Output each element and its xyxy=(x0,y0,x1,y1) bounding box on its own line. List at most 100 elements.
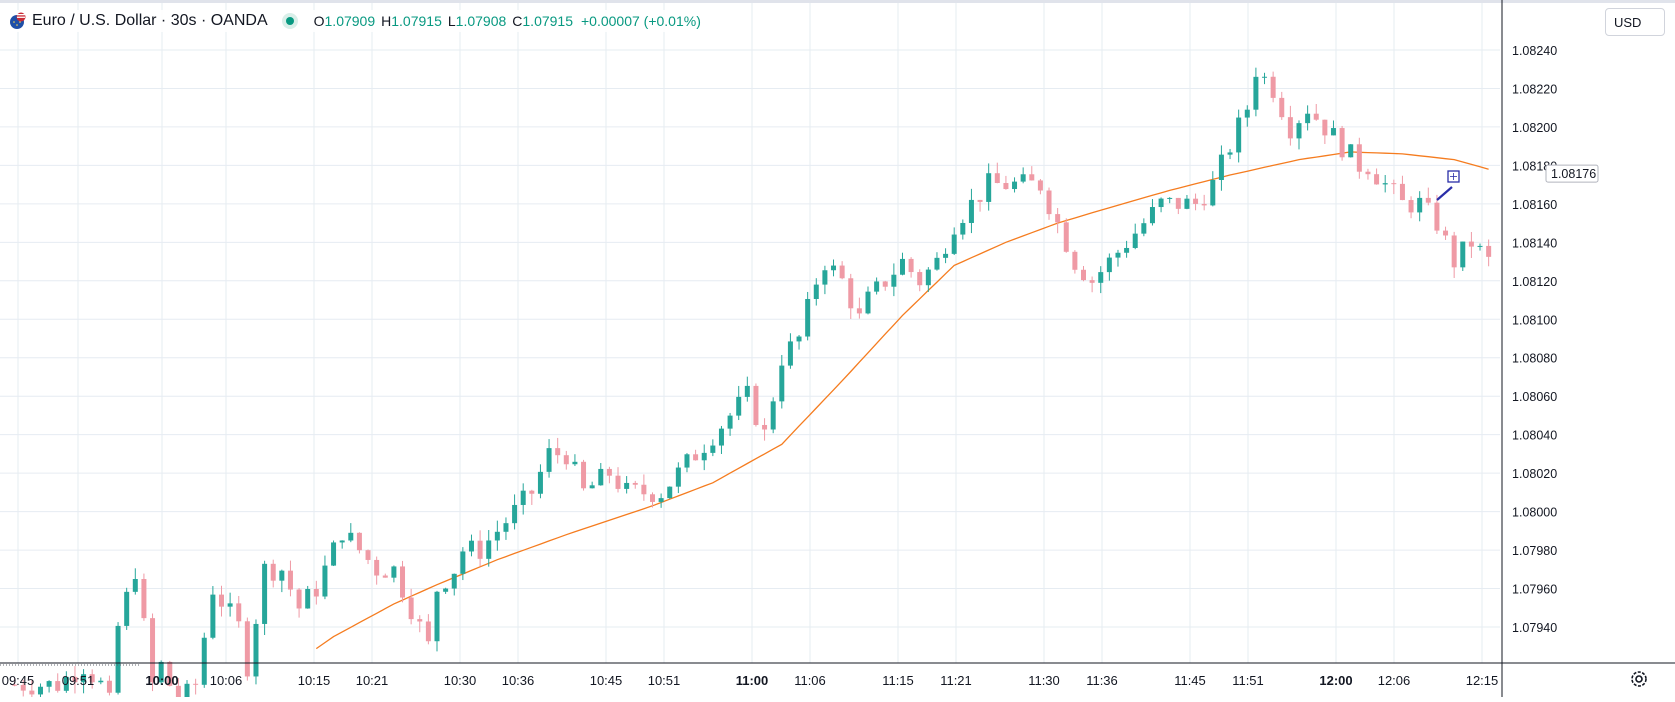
x-tick-label: 11:36 xyxy=(1086,673,1118,688)
top-border xyxy=(0,0,1675,3)
candles xyxy=(12,67,1492,702)
candle-down xyxy=(1451,235,1457,268)
candle-up xyxy=(658,498,664,502)
candle-up xyxy=(1227,152,1233,155)
candle-down xyxy=(650,494,655,502)
arrow-drawing-icon[interactable] xyxy=(1436,170,1460,201)
last-price-label: 1.08176 xyxy=(1545,164,1599,183)
grid xyxy=(0,0,1675,663)
candle-up xyxy=(210,594,216,638)
y-tick-label: 1.08080 xyxy=(1512,352,1557,366)
candle-down xyxy=(89,674,95,683)
candle-up xyxy=(968,199,974,223)
candle-up xyxy=(744,385,750,397)
candle-up xyxy=(899,258,905,275)
candle-down xyxy=(762,424,768,430)
candle-down xyxy=(1089,280,1095,283)
candle-up xyxy=(1149,207,1155,224)
x-tick-label: 11:00 xyxy=(736,673,769,688)
candle-down xyxy=(917,272,923,286)
candle-down xyxy=(1391,183,1397,185)
candle-up xyxy=(891,274,897,287)
candle-up xyxy=(537,471,543,494)
candle-up xyxy=(1141,223,1147,234)
candle-down xyxy=(1003,183,1009,190)
candle-up xyxy=(1244,109,1250,118)
candle-up xyxy=(805,298,811,337)
candle-down xyxy=(425,621,431,642)
candle-up xyxy=(1020,174,1026,182)
candle-down xyxy=(356,532,362,551)
candle-up xyxy=(572,461,578,465)
currency-button[interactable]: USD xyxy=(1605,8,1665,36)
candle-up xyxy=(925,269,931,286)
candle-down xyxy=(141,579,147,619)
candle-up xyxy=(1132,233,1138,248)
candle-up xyxy=(1115,252,1121,258)
candle-down xyxy=(270,563,276,581)
candle-up xyxy=(124,591,130,626)
candle-up xyxy=(1236,117,1242,153)
candle-up xyxy=(1184,198,1190,209)
candle-down xyxy=(848,278,854,309)
candle-down xyxy=(72,676,78,683)
candle-down xyxy=(1399,183,1405,201)
candle-up xyxy=(486,540,492,559)
y-tick-label: 1.07960 xyxy=(1512,583,1557,597)
candle-down xyxy=(29,690,35,695)
candle-down xyxy=(1046,190,1052,215)
candle-down xyxy=(382,575,388,578)
candle-up xyxy=(227,603,233,607)
candle-down xyxy=(908,258,914,273)
settings-icon[interactable] xyxy=(1628,668,1650,690)
candle-up xyxy=(443,588,449,592)
y-tick-label: 1.08140 xyxy=(1512,236,1557,250)
candle-down xyxy=(1322,119,1328,136)
candle-down xyxy=(994,173,1000,184)
candle-down xyxy=(287,570,293,590)
y-tick-label: 1.08220 xyxy=(1512,82,1557,96)
candle-up xyxy=(1218,154,1224,180)
candle-up xyxy=(132,579,138,592)
last-price-value: 1.08176 xyxy=(1551,167,1596,181)
symbol-title[interactable]: Euro / U.S. Dollar · 30s · OANDA xyxy=(32,12,268,29)
candle-up xyxy=(1296,123,1302,139)
y-tick-label: 1.08000 xyxy=(1512,506,1557,520)
candle-down xyxy=(20,684,26,691)
candle-down xyxy=(632,482,638,485)
candle-down xyxy=(236,603,242,622)
candle-up xyxy=(1417,197,1423,213)
candle-up xyxy=(305,589,311,609)
candle-up xyxy=(1106,257,1112,273)
candle-up xyxy=(1158,198,1164,208)
candle-up xyxy=(98,680,104,683)
x-tick-label: 12:15 xyxy=(1466,673,1499,688)
candle-down xyxy=(106,680,112,693)
market-status-icon[interactable] xyxy=(281,13,298,29)
candle-up xyxy=(1167,197,1173,199)
candle-up xyxy=(81,674,87,683)
candle-up xyxy=(201,637,207,685)
y-tick-label: 1.07980 xyxy=(1512,544,1557,558)
candle-down xyxy=(244,621,250,677)
candle-down xyxy=(1037,180,1043,191)
candle-down xyxy=(408,597,414,620)
candle-up xyxy=(598,468,604,486)
candle-up xyxy=(701,452,707,461)
candle-down xyxy=(1081,269,1086,281)
candle-down xyxy=(1313,113,1319,120)
candle-up xyxy=(322,565,328,597)
candle-up xyxy=(1262,76,1268,78)
candle-up xyxy=(1098,272,1104,283)
candle-down xyxy=(1339,128,1345,158)
candle-up xyxy=(434,591,440,642)
candle-down xyxy=(1279,97,1285,118)
candle-down xyxy=(563,455,569,465)
candle-up xyxy=(494,531,500,541)
y-tick-label: 1.07940 xyxy=(1512,621,1557,635)
y-tick-label: 1.08040 xyxy=(1512,429,1557,443)
ohlc-low: L1.07908 xyxy=(447,13,507,29)
candle-up xyxy=(46,681,52,687)
